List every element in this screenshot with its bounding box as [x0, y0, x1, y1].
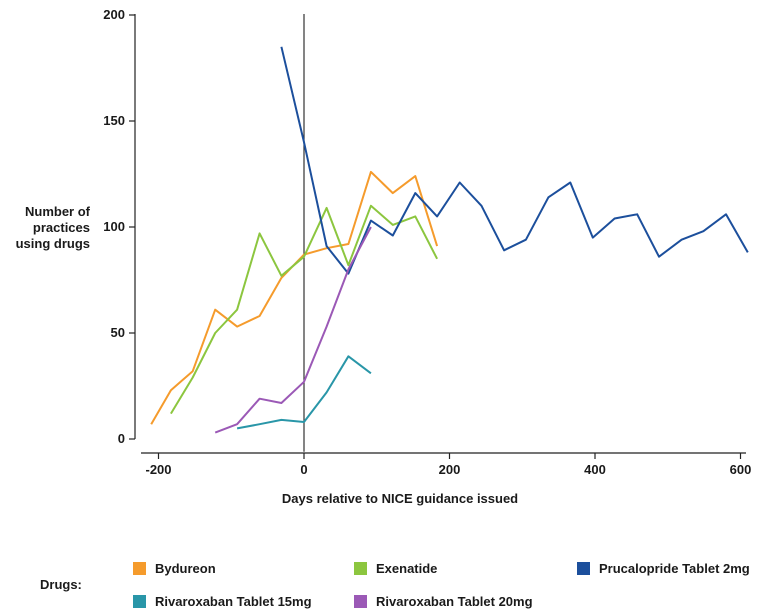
- legend-item-prucalopride: Prucalopride Tablet 2mg: [577, 561, 750, 576]
- y-tick-label: 150: [103, 113, 125, 128]
- x-tick-label: 200: [439, 462, 461, 477]
- legend-item-exenatide: Exenatide: [354, 561, 437, 576]
- legend-swatch: [133, 595, 146, 608]
- legend-label: Exenatide: [376, 561, 438, 576]
- legend-swatch: [133, 562, 146, 575]
- x-tick-label: 0: [300, 462, 307, 477]
- y-axis-label: Number of practices using drugs: [4, 204, 90, 252]
- y-axis-label-line: practices: [32, 220, 90, 235]
- series-line: [170, 204, 438, 415]
- y-tick-label: 200: [103, 7, 125, 22]
- legend-item-rivaroxaban-15mg: Rivaroxaban Tablet 15mg: [133, 594, 312, 609]
- legend-title: Drugs:: [40, 577, 82, 592]
- series-line: [280, 46, 749, 275]
- legend-swatch: [354, 562, 367, 575]
- series-line: [150, 170, 439, 425]
- x-axis-label: Days relative to NICE guidance issued: [281, 491, 519, 506]
- x-tick-label: 600: [730, 462, 752, 477]
- y-axis-label-line: Number of: [25, 204, 90, 219]
- y-tick-label: 0: [118, 431, 125, 446]
- legend-item-rivaroxaban-20mg: Rivaroxaban Tablet 20mg: [354, 594, 533, 609]
- series-line: [214, 226, 372, 434]
- series-line: [236, 355, 372, 430]
- legend-swatch: [577, 562, 590, 575]
- y-tick-label: 50: [111, 325, 125, 340]
- x-tick-label: 400: [584, 462, 606, 477]
- legend-label: Rivaroxaban Tablet 20mg: [376, 594, 533, 609]
- legend-label: Prucalopride Tablet 2mg: [599, 561, 750, 576]
- legend-item-bydureon: Bydureon: [133, 561, 216, 576]
- legend-label: Bydureon: [155, 561, 216, 576]
- legend-swatch: [354, 595, 367, 608]
- legend-label: Rivaroxaban Tablet 15mg: [155, 594, 312, 609]
- y-axis-label-line: using drugs: [15, 236, 90, 251]
- y-tick-label: 100: [103, 219, 125, 234]
- x-tick-label: -200: [145, 462, 171, 477]
